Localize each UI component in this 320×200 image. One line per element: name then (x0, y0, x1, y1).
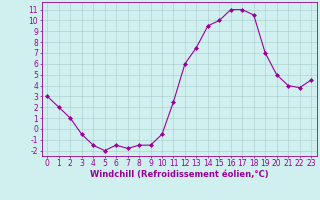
X-axis label: Windchill (Refroidissement éolien,°C): Windchill (Refroidissement éolien,°C) (90, 170, 268, 179)
